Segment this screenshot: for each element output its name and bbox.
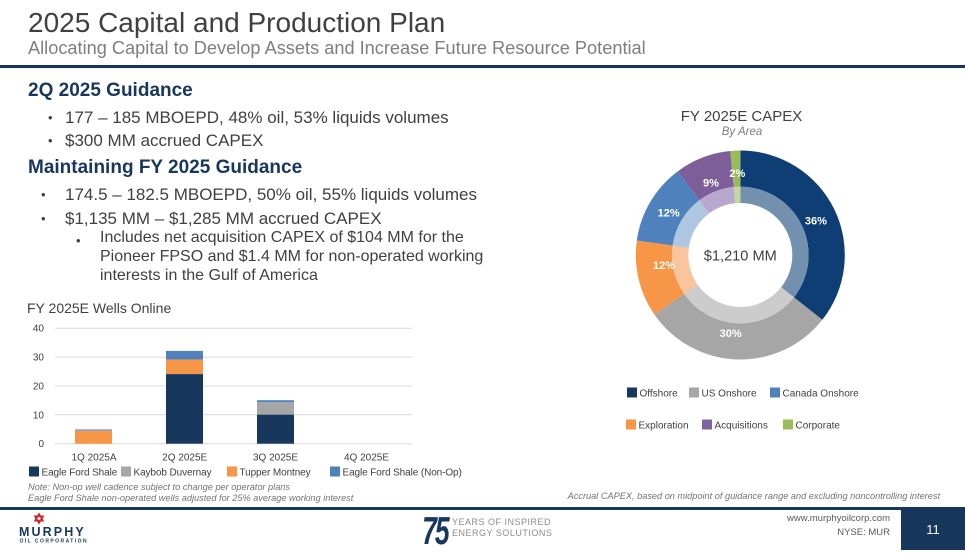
svg-text:30%: 30% (720, 328, 742, 340)
svg-text:By Area: By Area (722, 126, 762, 138)
svg-text:Offshore: Offshore (640, 389, 679, 400)
svg-text:Tupper Montney: Tupper Montney (240, 468, 311, 479)
svg-text:1Q 2025A: 1Q 2025A (71, 453, 116, 464)
svg-text:40: 40 (33, 324, 45, 335)
svg-text:Eagle Ford Shale: Eagle Ford Shale (42, 468, 118, 479)
svg-text:30: 30 (33, 353, 45, 364)
svg-text:12%: 12% (658, 208, 680, 220)
svg-text:Exploration: Exploration (639, 421, 689, 432)
svg-text:0: 0 (38, 439, 44, 450)
svg-text:36%: 36% (805, 216, 827, 228)
svg-text:2%: 2% (729, 168, 745, 180)
svg-text:9%: 9% (703, 177, 719, 189)
svg-text:Kaybob Duvernay: Kaybob Duvernay (134, 468, 212, 479)
svg-text:FY 2025E CAPEX: FY 2025E CAPEX (681, 108, 802, 125)
svg-text:3Q 2025E: 3Q 2025E (253, 453, 298, 464)
svg-text:ENERGY SOLUTIONS: ENERGY SOLUTIONS (452, 528, 552, 538)
svg-text:Corporate: Corporate (796, 421, 841, 432)
svg-text:4Q 2025E: 4Q 2025E (344, 453, 389, 464)
svg-text:YEARS OF INSPIRED: YEARS OF INSPIRED (452, 517, 551, 527)
svg-text:12%: 12% (653, 260, 675, 272)
svg-text:10: 10 (33, 410, 45, 421)
svg-text:Canada Onshore: Canada Onshore (783, 389, 860, 400)
svg-text:OIL CORPORATION: OIL CORPORATION (20, 539, 89, 545)
svg-text:$1,210 MM: $1,210 MM (704, 248, 777, 264)
svg-text:Acquisitions: Acquisitions (715, 421, 768, 432)
svg-text:20: 20 (33, 382, 45, 393)
svg-text:75: 75 (422, 510, 450, 553)
svg-text:Eagle Ford Shale (Non-Op): Eagle Ford Shale (Non-Op) (343, 468, 462, 479)
svg-text:MURPHY: MURPHY (19, 525, 86, 539)
svg-text:2Q 2025E: 2Q 2025E (162, 453, 207, 464)
svg-text:US Onshore: US Onshore (702, 389, 757, 400)
